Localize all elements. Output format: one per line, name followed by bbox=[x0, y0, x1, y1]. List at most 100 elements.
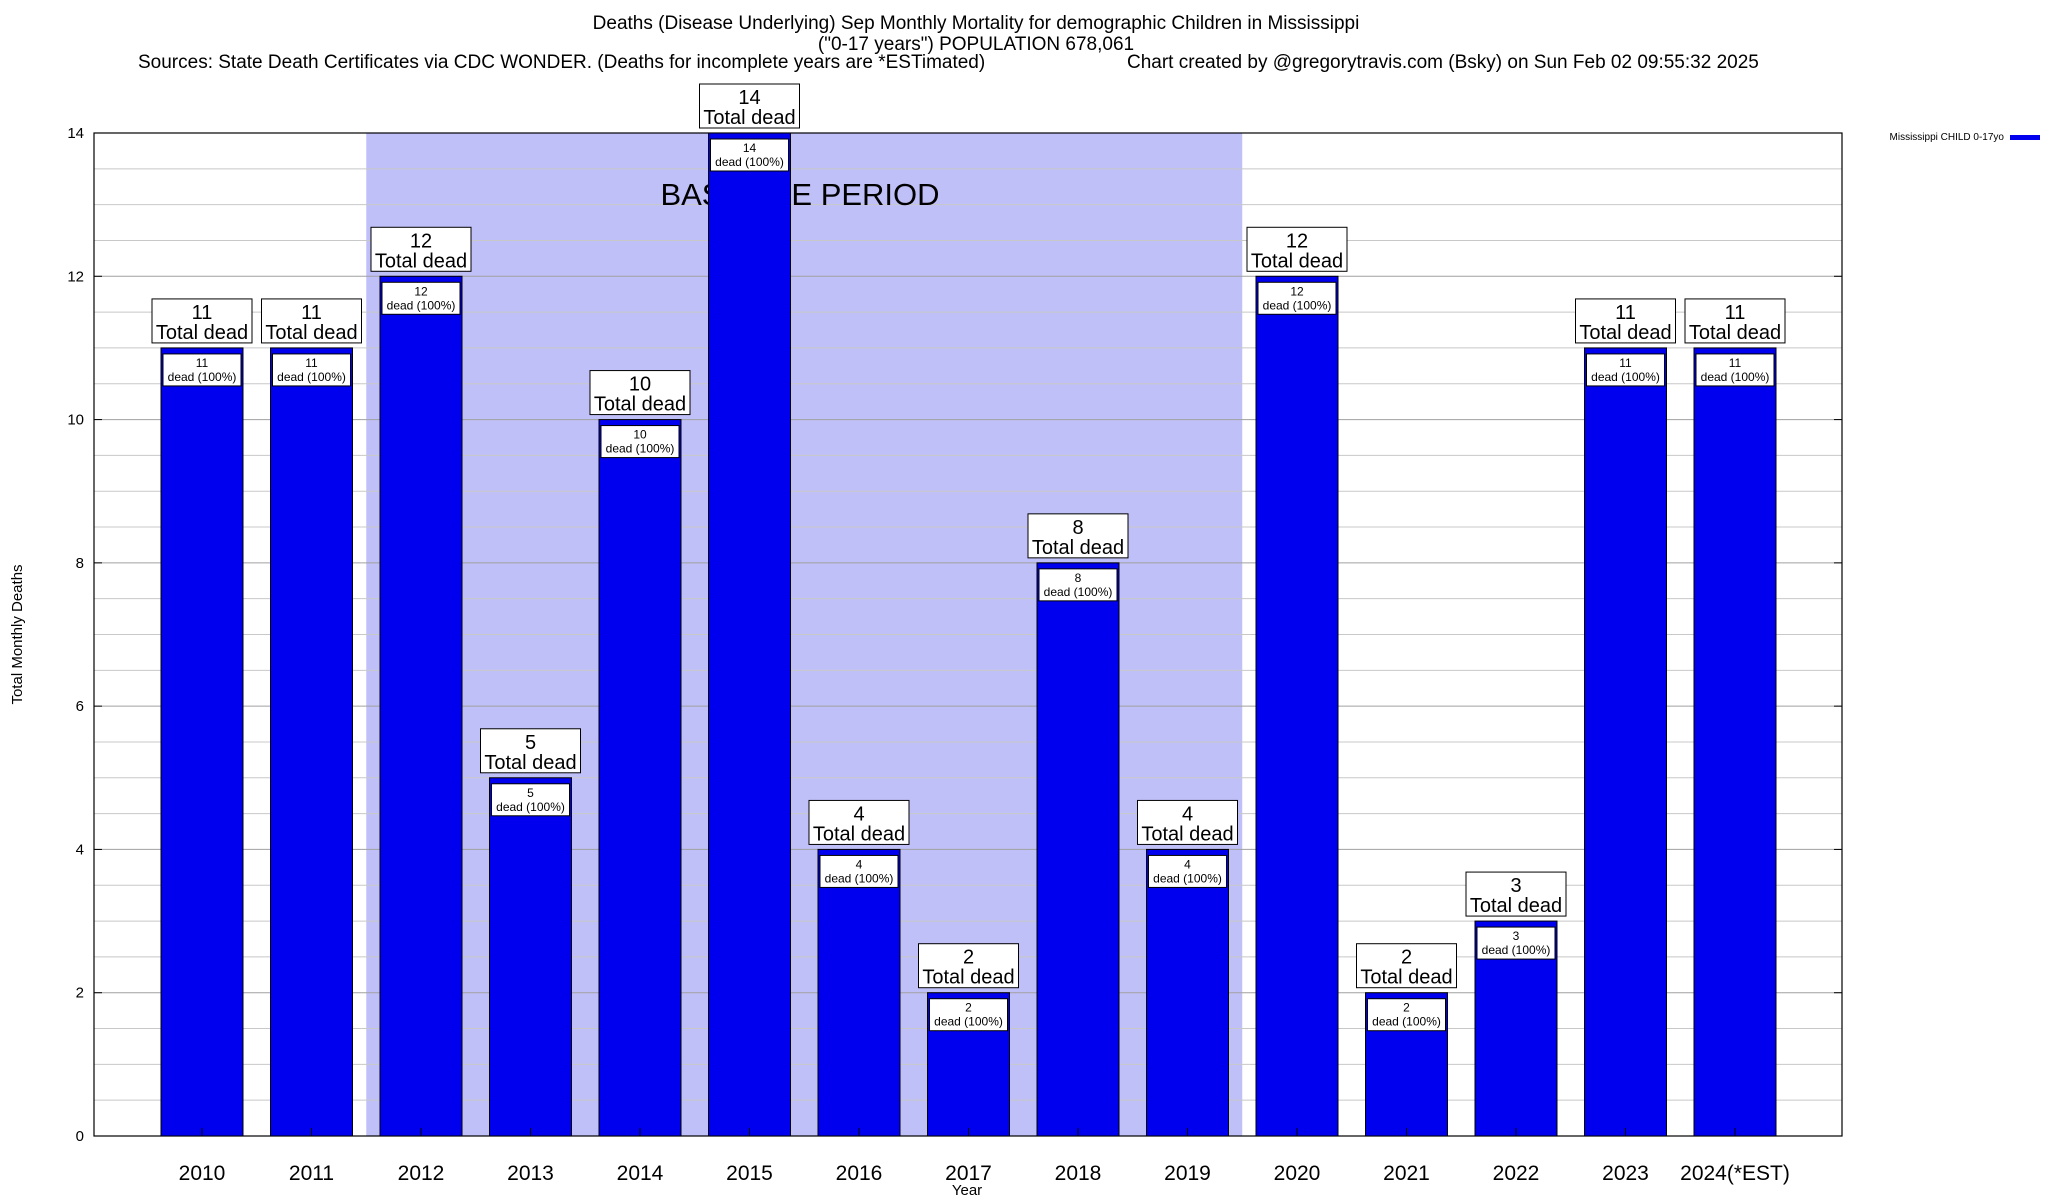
bar-inner-label-box bbox=[1586, 353, 1665, 387]
x-tick-label: 2016 bbox=[836, 1162, 883, 1185]
bar bbox=[489, 777, 572, 1137]
x-tick-label: 2019 bbox=[1164, 1162, 1211, 1185]
bar-total-value: 3 bbox=[1510, 875, 1521, 897]
bar bbox=[379, 275, 463, 1137]
bar-inner-value: 11 bbox=[1729, 356, 1742, 370]
bar-inner-label: dead (100%) bbox=[934, 1015, 1003, 1029]
x-tick-label: 2023 bbox=[1602, 1162, 1649, 1185]
bar-total-label: Total dead bbox=[813, 823, 905, 845]
bar-total-label-box bbox=[261, 298, 362, 344]
bar-inner-label: dead (100%) bbox=[1482, 943, 1551, 957]
x-tick-label: 2022 bbox=[1493, 1162, 1540, 1185]
bar-inner-value: 3 bbox=[1513, 929, 1520, 943]
bar-total-label: Total dead bbox=[703, 107, 795, 129]
bar-total-label-box bbox=[1027, 513, 1129, 559]
bar-inner-label: dead (100%) bbox=[1044, 585, 1113, 599]
bar-total-label-box bbox=[808, 799, 910, 845]
y-tick-label: 10 bbox=[67, 412, 84, 429]
bar-inner-label-box bbox=[600, 425, 680, 459]
bar bbox=[817, 848, 901, 1137]
bar-inner-value: 4 bbox=[856, 857, 863, 871]
bar bbox=[1584, 347, 1667, 1137]
bar-inner-label-box bbox=[1695, 353, 1775, 387]
bar-total-label-box bbox=[918, 943, 1019, 989]
bar-inner-label: dead (100%) bbox=[606, 442, 675, 456]
bar-total-label: Total dead bbox=[156, 322, 248, 344]
bar-total-value: 11 bbox=[301, 302, 322, 324]
bar-total-label-box bbox=[480, 728, 581, 774]
bar-inner-label: dead (100%) bbox=[825, 871, 894, 885]
bar-total-label: Total dead bbox=[375, 250, 467, 272]
bar-inner-value: 2 bbox=[965, 1001, 972, 1015]
bar bbox=[1255, 275, 1339, 1137]
bar-inner-label: dead (100%) bbox=[387, 298, 456, 312]
bar-inner-value: 11 bbox=[1619, 356, 1632, 370]
bar-total-label-box bbox=[589, 370, 691, 416]
bar-total-label-box bbox=[1684, 298, 1786, 344]
bar-total-label: Total dead bbox=[1360, 967, 1452, 989]
bar-inner-label-box bbox=[710, 138, 789, 172]
bar-inner-value: 10 bbox=[633, 428, 647, 442]
x-tick-label: 2018 bbox=[1055, 1162, 1102, 1185]
bar-total-label-box bbox=[1575, 298, 1676, 344]
x-tick-label: 2014 bbox=[617, 1162, 664, 1185]
x-tick-label: 2012 bbox=[398, 1162, 445, 1185]
bar-inner-label-box bbox=[1038, 568, 1118, 602]
bar bbox=[1036, 562, 1120, 1137]
bar-inner-label-box bbox=[819, 854, 899, 888]
bar-total-label: Total dead bbox=[265, 322, 357, 344]
bar bbox=[708, 132, 791, 1137]
legend-swatch bbox=[2010, 135, 2040, 140]
y-tick-label: 8 bbox=[76, 555, 84, 572]
bar-total-label: Total dead bbox=[1032, 537, 1124, 559]
bar-inner-value: 2 bbox=[1403, 1001, 1410, 1015]
bar-inner-value: 4 bbox=[1184, 857, 1191, 871]
bar-inner-label-box bbox=[1257, 281, 1337, 315]
bar-inner-label: dead (100%) bbox=[1153, 871, 1222, 885]
bar-total-value: 2 bbox=[963, 947, 974, 969]
bar bbox=[160, 347, 244, 1137]
bar-inner-label: dead (100%) bbox=[496, 800, 565, 814]
bar-inner-value: 12 bbox=[1290, 284, 1304, 298]
bar-inner-label-box bbox=[162, 353, 242, 387]
bar-inner-label: dead (100%) bbox=[1263, 298, 1332, 312]
y-tick-label: 14 bbox=[67, 125, 84, 142]
bar-total-label: Total dead bbox=[1251, 250, 1343, 272]
x-tick-label: 2011 bbox=[289, 1162, 334, 1185]
bar-total-label-box bbox=[1246, 226, 1348, 272]
bar-total-label: Total dead bbox=[1689, 322, 1781, 344]
bar-inner-label: dead (100%) bbox=[1591, 370, 1660, 384]
bar-total-label: Total dead bbox=[484, 752, 576, 774]
bar-inner-label-box bbox=[929, 998, 1008, 1032]
x-tick-label: 2020 bbox=[1274, 1162, 1321, 1185]
bar-total-label: Total dead bbox=[1470, 895, 1562, 917]
y-axis-label: Total Monthly Deaths bbox=[9, 564, 26, 704]
bar-total-value: 14 bbox=[738, 87, 760, 109]
bar-inner-label-box bbox=[272, 353, 351, 387]
bar-total-value: 8 bbox=[1072, 517, 1083, 539]
chart-title: Deaths (Disease Underlying) Sep Monthly … bbox=[592, 13, 1360, 34]
x-tick-label: 2015 bbox=[726, 1162, 773, 1185]
bar-total-value: 2 bbox=[1401, 947, 1412, 969]
bar-total-label-box bbox=[1465, 871, 1567, 917]
bar-total-value: 12 bbox=[1286, 230, 1308, 252]
bar bbox=[598, 419, 682, 1137]
x-tick-label: 2017 bbox=[945, 1162, 992, 1185]
chart-credit: Chart created by @gregorytravis.com (Bsk… bbox=[1127, 52, 1759, 73]
bar-inner-value: 11 bbox=[305, 356, 318, 370]
bar-total-label: Total dead bbox=[1141, 823, 1233, 845]
bar-inner-label-box bbox=[1367, 998, 1446, 1032]
bar-total-label-box bbox=[370, 226, 472, 272]
bar-total-value: 4 bbox=[1182, 803, 1193, 825]
bar-total-value: 12 bbox=[410, 230, 432, 252]
y-tick-label: 2 bbox=[76, 985, 84, 1002]
x-tick-label: 2013 bbox=[507, 1162, 554, 1185]
bar-total-value: 11 bbox=[1725, 302, 1746, 324]
x-axis-label: Year bbox=[952, 1182, 982, 1199]
bar-total-label: Total dead bbox=[1579, 322, 1671, 344]
bar-inner-label-box bbox=[1476, 926, 1556, 960]
bar-inner-label-box bbox=[381, 281, 461, 315]
x-tick-label: 2024(*EST) bbox=[1680, 1162, 1790, 1185]
bar-inner-label: dead (100%) bbox=[168, 370, 237, 384]
